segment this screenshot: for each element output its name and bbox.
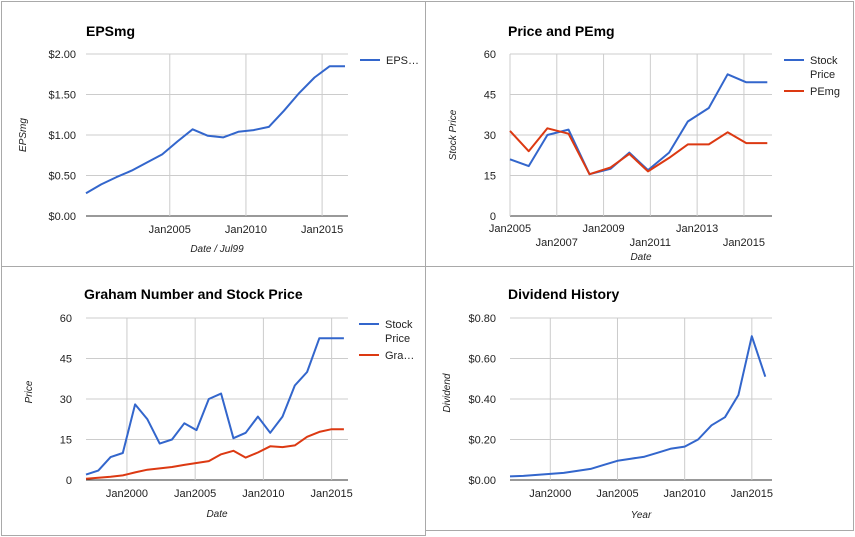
x-axis-label: Year bbox=[631, 510, 652, 521]
chart-epsmg: EPSmg $0.00 $0.50 $1.00 $1.50 $2.00 Jan2005 Jan… bbox=[18, 23, 419, 255]
legend-label: Price bbox=[810, 69, 835, 81]
chart-graham-number-and-stock-price: Graham Number and Stock Price 0 15 30 45 60 Ja… bbox=[24, 286, 414, 520]
x-tick-label: Jan2005 bbox=[489, 223, 531, 235]
y-axis-label: Stock Price bbox=[448, 109, 459, 160]
y-tick-label: 60 bbox=[484, 49, 496, 61]
x-tick-label: Jan2015 bbox=[723, 237, 765, 249]
y-tick-label: $1.00 bbox=[48, 130, 76, 142]
x-axis-label: Date bbox=[206, 509, 228, 520]
legend-label: Price bbox=[385, 333, 410, 345]
y-tick-label: 0 bbox=[490, 211, 496, 223]
legend-entry-eps: EPS… bbox=[360, 55, 419, 67]
y-tick-label: $0.00 bbox=[468, 475, 496, 487]
y-axis-label: EPSmg bbox=[18, 118, 29, 152]
y-axis-label: Dividend bbox=[442, 373, 453, 412]
series-line-gra bbox=[85, 428, 344, 480]
y-tick-label: 15 bbox=[484, 171, 496, 183]
x-tick-label: Jan2015 bbox=[311, 488, 353, 500]
series-line-stock-price bbox=[85, 337, 344, 476]
x-tick-label: Jan2013 bbox=[676, 223, 718, 235]
x-axis-label: Date / Jul99 bbox=[190, 244, 244, 255]
series-line-eps bbox=[85, 65, 345, 195]
y-tick-label: $0.20 bbox=[468, 435, 496, 447]
series-line-stock-price bbox=[509, 73, 768, 176]
x-tick-label: Jan2015 bbox=[301, 224, 343, 236]
x-tick-label: Jan2011 bbox=[630, 237, 671, 249]
chart-dividend-history: Dividend History $0.00 $0.20 $0.40 $0.60 $0.8… bbox=[442, 286, 773, 521]
x-tick-label: Jan2005 bbox=[149, 224, 191, 236]
y-tick-label: $0.00 bbox=[48, 211, 76, 223]
y-tick-label: $0.40 bbox=[468, 394, 496, 406]
y-tick-label: 30 bbox=[484, 130, 496, 142]
chart-panel-epsmg: EPSmg $0.00 $0.50 $1.00 $1.50 $2.00 Jan2005 Jan… bbox=[1, 1, 426, 267]
x-tick-label: Jan2005 bbox=[596, 488, 638, 500]
legend-label: Gra… bbox=[385, 350, 414, 362]
y-tick-label: $0.80 bbox=[468, 313, 496, 325]
x-tick-label: Jan2010 bbox=[225, 224, 267, 236]
chart-panel-price-pemg: Price and PEmg 0 15 30 45 60 Jan2005 Jan2007 Jan… bbox=[425, 1, 854, 267]
y-tick-label: $0.60 bbox=[468, 354, 496, 366]
x-tick-label: Jan2010 bbox=[242, 488, 284, 500]
y-tick-label: $0.50 bbox=[48, 171, 76, 183]
x-tick-label: Jan2000 bbox=[529, 488, 571, 500]
chart-title: Graham Number and Stock Price bbox=[84, 286, 303, 302]
legend-entry-stock-price: Stock Price bbox=[359, 319, 413, 345]
chart-title: Price and PEmg bbox=[508, 23, 615, 39]
chart-title: EPSmg bbox=[86, 23, 135, 39]
legend-entry-stock-price: Stock Price bbox=[784, 55, 838, 81]
chart-price-and-pemg: Price and PEmg 0 15 30 45 60 Jan2005 Jan2007 Jan… bbox=[448, 23, 840, 263]
series-line-pemg bbox=[509, 127, 768, 176]
x-tick-label: Jan2010 bbox=[664, 488, 706, 500]
legend-label: Stock bbox=[385, 319, 413, 331]
y-tick-label: 15 bbox=[60, 435, 72, 447]
y-axis-label: Price bbox=[24, 380, 35, 403]
chart-panel-graham-number: Graham Number and Stock Price 0 15 30 45 60 Ja… bbox=[1, 266, 426, 536]
x-tick-label: Jan2005 bbox=[174, 488, 216, 500]
x-axis-label: Date bbox=[630, 252, 652, 263]
y-tick-label: 45 bbox=[60, 354, 72, 366]
y-tick-label: 45 bbox=[484, 90, 496, 102]
y-tick-label: $2.00 bbox=[48, 49, 76, 61]
y-tick-label: 30 bbox=[60, 394, 72, 406]
legend-entry-pemg: PEmg bbox=[784, 86, 840, 98]
legend-entry-gra: Gra… bbox=[359, 350, 414, 362]
series-line-dividend-history bbox=[509, 335, 767, 478]
y-tick-label: 0 bbox=[66, 475, 72, 487]
y-tick-label: $1.50 bbox=[48, 90, 76, 102]
x-tick-label: Jan2000 bbox=[106, 488, 148, 500]
x-tick-label: Jan2015 bbox=[731, 488, 773, 500]
chart-panel-dividend-history: Dividend History $0.00 $0.20 $0.40 $0.60 $0.8… bbox=[425, 266, 854, 531]
legend-label: Stock bbox=[810, 55, 838, 67]
legend-label: PEmg bbox=[810, 86, 840, 98]
legend-label: EPS… bbox=[386, 55, 419, 67]
x-tick-label: Jan2007 bbox=[536, 237, 578, 249]
chart-title: Dividend History bbox=[508, 286, 619, 302]
x-tick-label: Jan2009 bbox=[582, 223, 624, 235]
y-tick-label: 60 bbox=[60, 313, 72, 325]
